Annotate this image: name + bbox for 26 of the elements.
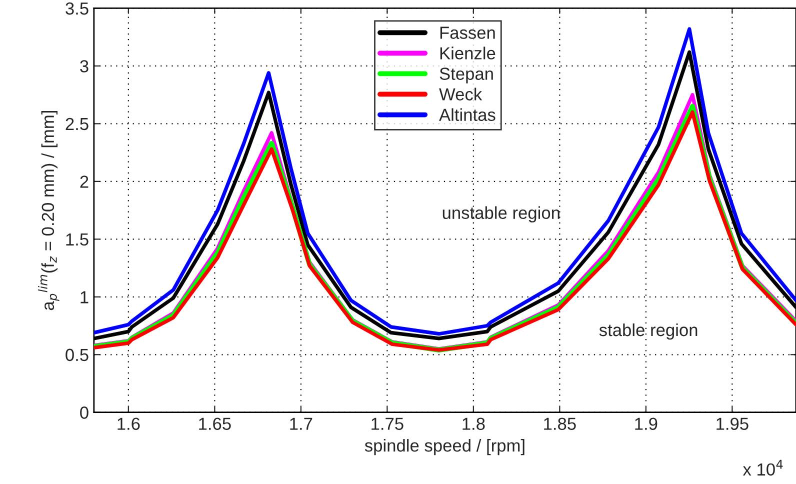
legend-label: Weck <box>439 88 482 100</box>
annotation: stable region <box>599 323 698 340</box>
legend-label: Kienzle <box>440 46 496 60</box>
y-tick-label: 1.5 <box>66 234 88 246</box>
y-tick-label: 3.5 <box>66 2 88 15</box>
x-tick-label: 1.65 <box>199 418 231 430</box>
y-tick-label: 2 <box>80 176 88 188</box>
y-tick-label: 1 <box>80 291 88 304</box>
y-tick-label: 0 <box>80 406 88 419</box>
x-tick-label: 1.75 <box>372 418 404 430</box>
x-tick-label: 1.95 <box>716 418 748 430</box>
x-tick-label: 1.85 <box>544 418 576 430</box>
x-axis-title: spindle speed / [rpm] <box>364 438 524 456</box>
text: x 10$^{4}$ <box>742 460 783 476</box>
annotation: unstable region <box>442 206 560 222</box>
x-tick-label: 1.8 <box>462 418 485 430</box>
y-tick-label: 2.5 <box>66 118 88 130</box>
legend-label: Fassen <box>440 26 495 39</box>
x-tick-label: 1.7 <box>290 418 312 430</box>
legend-label: Altintas <box>439 108 496 122</box>
legend-label: Stepan <box>440 68 493 84</box>
y-tick-label: 3 <box>80 60 88 72</box>
y-tick-label: 0.5 <box>66 348 88 362</box>
x-tick-label: 1.6 <box>118 418 140 430</box>
y-axis-title: a$_{p}$$^{lim}$(f$_{z}$ = 0.20 mm) / [mm] <box>38 111 60 310</box>
x-tick-label: 1.9 <box>635 418 658 430</box>
